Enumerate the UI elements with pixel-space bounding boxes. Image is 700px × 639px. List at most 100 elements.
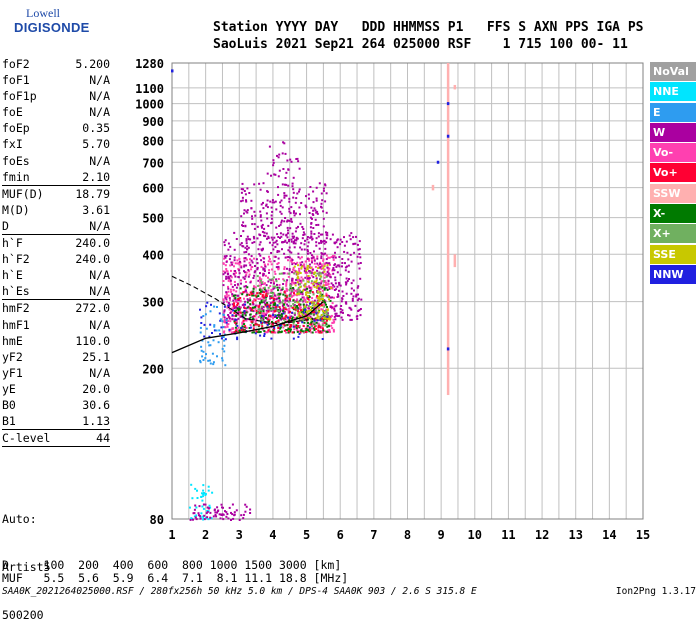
echo-point — [317, 285, 319, 288]
echo-point — [256, 262, 259, 265]
echo-point — [271, 201, 274, 204]
echo-point — [234, 275, 237, 278]
echo-point — [305, 291, 307, 294]
echo-point — [279, 326, 282, 329]
echo-point — [276, 251, 279, 253]
echo-point — [264, 317, 267, 319]
echo-point — [327, 316, 330, 318]
profile-trace-solid — [171, 301, 324, 354]
echo-point — [288, 219, 291, 222]
echo-point — [237, 326, 240, 329]
echo-point — [331, 254, 334, 257]
echo-point — [305, 269, 308, 272]
echo-point — [201, 499, 204, 502]
echo-point — [280, 212, 283, 215]
echo-point — [345, 292, 348, 295]
echo-point — [229, 288, 232, 291]
echo-point — [325, 303, 327, 306]
echo-point — [319, 315, 322, 318]
echo-point — [215, 329, 218, 332]
echo-point — [311, 320, 314, 323]
echo-point — [269, 302, 272, 305]
echo-point — [349, 307, 352, 310]
echo-point — [220, 503, 223, 506]
legend-item-vo-: Vo- — [650, 143, 696, 163]
echo-point — [276, 283, 278, 286]
echo-point — [339, 311, 342, 314]
echo-point — [231, 307, 234, 310]
echo-point — [237, 276, 240, 279]
echo-point — [277, 175, 280, 178]
echo-point — [192, 512, 195, 515]
echo-point — [287, 168, 290, 171]
echo-point — [225, 293, 228, 296]
echo-point — [283, 272, 286, 275]
polarization-legend: NoVal NNE E W Vo- Vo+ SSW X- X+ SSE NNW — [650, 62, 696, 285]
echo-point — [343, 244, 346, 247]
echo-point — [244, 303, 247, 306]
echo-point — [319, 293, 322, 296]
echo-point — [272, 305, 274, 308]
echo-point — [317, 267, 320, 269]
x-tick-label: 5 — [303, 528, 310, 542]
echo-point — [266, 199, 269, 202]
echo-point — [246, 209, 249, 212]
echo-point — [247, 238, 250, 241]
echo-point — [249, 258, 251, 261]
echo-point — [309, 269, 312, 272]
echo-point — [224, 296, 227, 299]
echo-point — [254, 294, 257, 297]
echo-point — [331, 321, 334, 324]
echo-point — [249, 313, 252, 316]
echo-point — [297, 271, 300, 274]
echo-point — [283, 196, 286, 199]
echo-point — [257, 285, 260, 287]
echo-point — [300, 276, 303, 279]
echo-point — [325, 192, 328, 195]
echo-point — [318, 303, 320, 306]
echo-point — [312, 209, 315, 212]
echo-point — [328, 296, 331, 299]
digisonde-logo: Lowell DIGISONDE — [4, 6, 89, 40]
echo-point — [266, 290, 269, 293]
echo-point — [223, 339, 226, 342]
param-label: h`F — [2, 236, 23, 251]
echo-point — [195, 518, 198, 521]
echo-point — [298, 299, 301, 302]
echo-point — [283, 303, 286, 306]
echo-point — [287, 272, 290, 275]
echo-point — [293, 316, 296, 319]
echo-point — [323, 240, 325, 243]
echo-point — [299, 213, 301, 216]
echo-point — [292, 268, 295, 271]
echo-point — [293, 262, 296, 264]
echo-point — [314, 209, 317, 212]
echo-point — [241, 330, 244, 333]
echo-point — [218, 312, 221, 315]
echo-point — [252, 292, 255, 294]
echo-point — [319, 291, 322, 294]
echo-point — [287, 300, 290, 303]
echo-point — [334, 314, 337, 317]
echo-point — [234, 306, 237, 309]
echo-point — [357, 262, 360, 265]
echo-point — [240, 200, 243, 203]
echo-point — [285, 297, 288, 300]
echo-point — [342, 311, 344, 314]
echo-point — [313, 280, 316, 283]
param-row: hmF1 N/A — [2, 317, 110, 333]
echo-point — [301, 261, 304, 264]
echo-point — [245, 505, 248, 508]
echo-point — [225, 515, 228, 518]
echo-point — [263, 313, 266, 316]
echo-point — [327, 262, 330, 265]
echo-point — [234, 329, 237, 332]
echo-point — [328, 298, 330, 301]
echo-point — [273, 236, 276, 239]
param-label: hmF2 — [2, 301, 30, 316]
echo-point — [323, 319, 326, 322]
echo-point — [306, 245, 309, 248]
echo-point — [312, 327, 315, 330]
echo-point — [223, 330, 226, 333]
echo-point — [235, 322, 238, 325]
